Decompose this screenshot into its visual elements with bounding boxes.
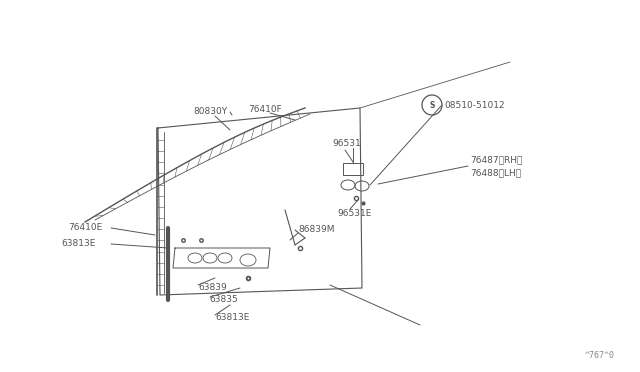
Text: 76410E: 76410E — [68, 224, 102, 232]
Text: 96531: 96531 — [332, 138, 361, 148]
Text: 80830Y: 80830Y — [193, 108, 227, 116]
Text: 63839: 63839 — [198, 283, 227, 292]
Text: 63813E: 63813E — [61, 240, 95, 248]
Text: 63813E: 63813E — [215, 314, 250, 323]
Text: 96531E: 96531E — [337, 208, 371, 218]
Text: 76410F: 76410F — [248, 106, 282, 115]
Text: ^767^0: ^767^0 — [585, 351, 615, 360]
Text: 63835: 63835 — [209, 295, 237, 305]
Text: 76488〈LH〉: 76488〈LH〉 — [470, 169, 521, 177]
Text: 08510-51012: 08510-51012 — [444, 100, 504, 109]
Text: 86839M: 86839M — [298, 225, 335, 234]
Text: S: S — [429, 100, 435, 109]
Text: 76487〈RH〉: 76487〈RH〉 — [470, 155, 522, 164]
Bar — [343, 163, 363, 175]
